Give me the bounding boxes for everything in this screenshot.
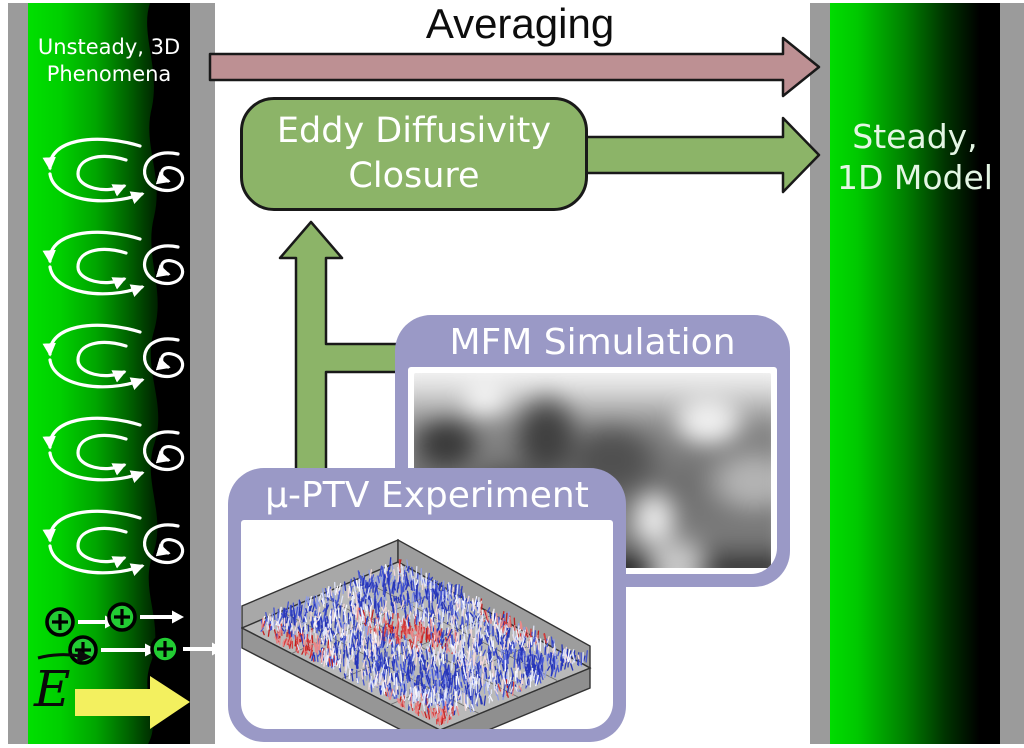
left-channel-wall-inner [190, 3, 215, 744]
closure-output-arrow [584, 116, 821, 194]
left-channel-fluid [28, 3, 190, 744]
mfm-box-title: MFM Simulation [449, 322, 736, 363]
left-channel-wall-outer [8, 3, 28, 744]
closure-input-arrow [278, 220, 399, 487]
right-channel-wall-outer [1000, 3, 1024, 744]
eddy-box-line2: Closure [348, 156, 480, 196]
ptv-experiment-box: μ-PTV Experiment [228, 468, 626, 742]
right-strip-title-line1: Steady, [852, 117, 978, 156]
right-strip-title-line2: 1D Model [837, 158, 993, 197]
averaging-label: Averaging [425, 0, 615, 47]
left-strip-title: Unsteady, 3D Phenomena [24, 34, 194, 88]
ptv-box-content [241, 520, 613, 729]
unsteady-interface-blob [147, 3, 190, 744]
right-channel-wall-inner [810, 3, 830, 744]
eddy-diffusivity-closure-box: Eddy Diffusivity Closure [240, 97, 588, 211]
left-strip-title-line1: Unsteady, 3D [37, 35, 181, 59]
ptv-box-title: μ-PTV Experiment [265, 475, 589, 516]
eddy-box-line1: Eddy Diffusivity [276, 111, 552, 151]
particle-tracks [260, 557, 588, 726]
left-strip-title-line2: Phenomena [46, 62, 172, 86]
right-channel-fluid [830, 3, 1000, 744]
e-field-vector-label: E [34, 660, 71, 718]
ptv-scatter-plot-image [241, 538, 592, 729]
right-strip-title: Steady, 1D Model [826, 116, 1004, 198]
